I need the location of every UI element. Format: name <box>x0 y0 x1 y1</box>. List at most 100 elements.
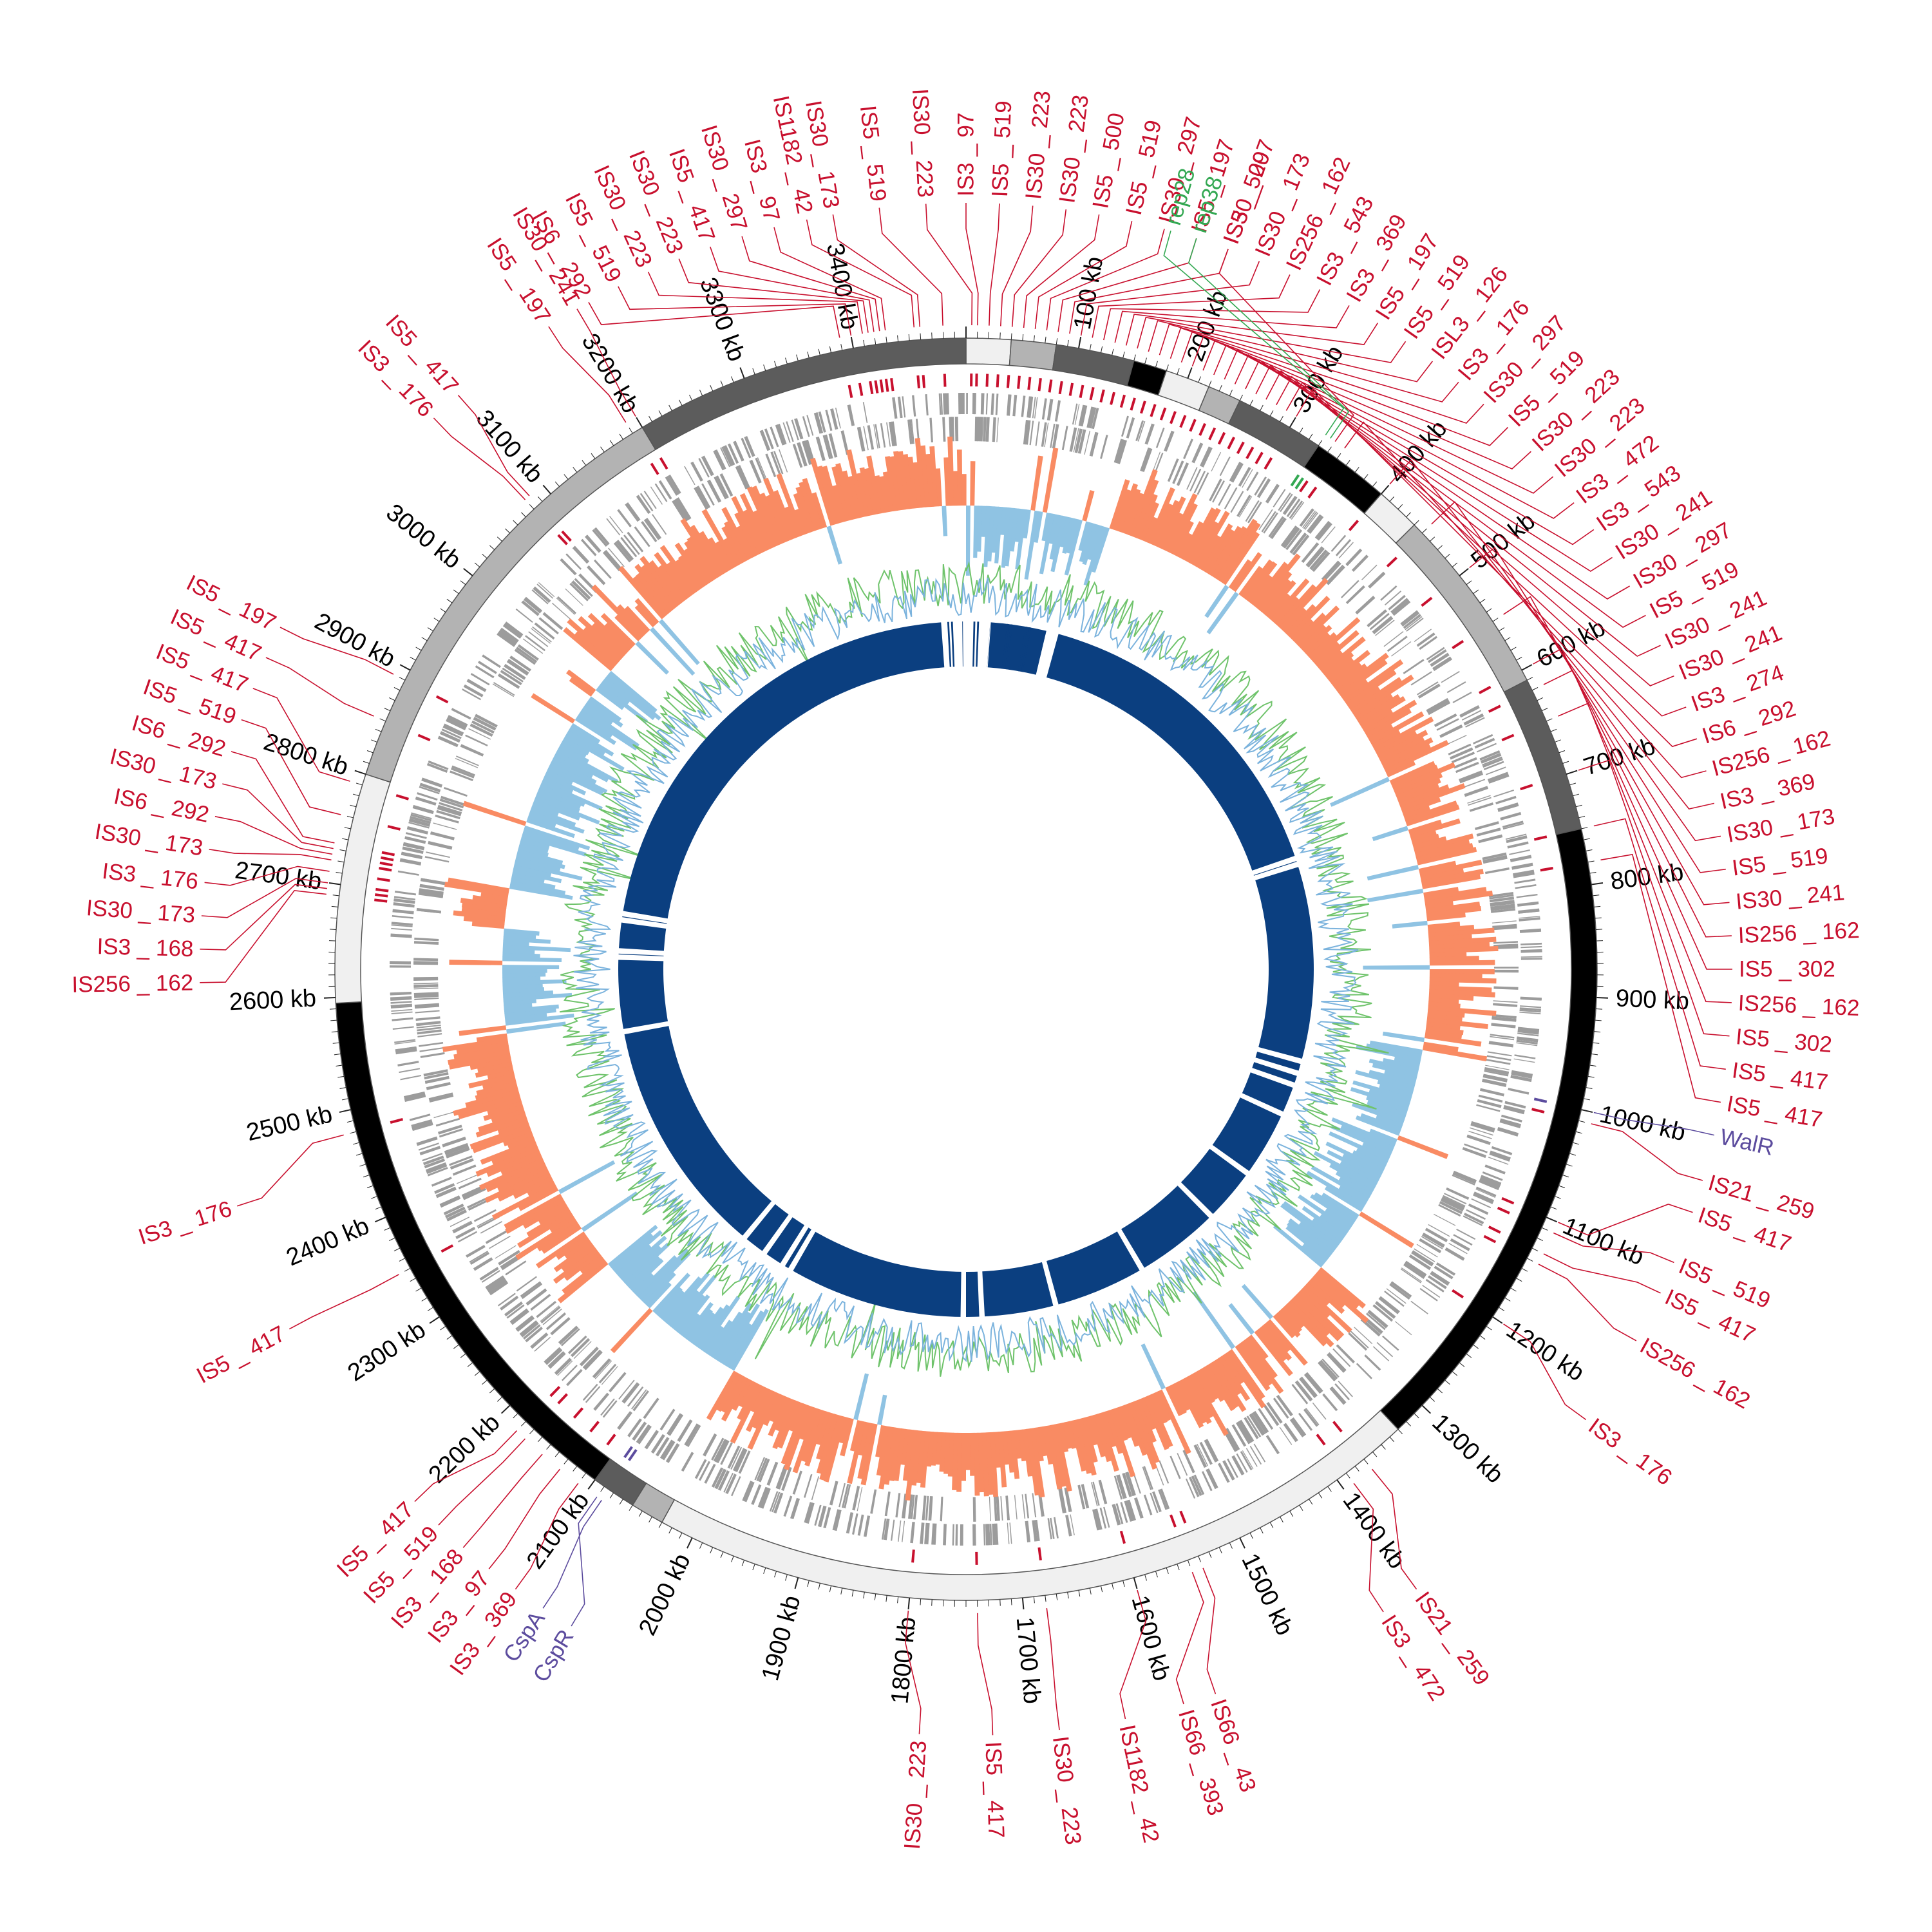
annotation-marker <box>1068 383 1074 396</box>
annotation-leader-line <box>1543 669 1732 970</box>
gene-feature <box>531 589 549 605</box>
gc-skew-bar <box>1419 859 1482 878</box>
annotation-label: IS30 _ 223 <box>1054 93 1094 205</box>
gene-feature <box>1448 1242 1468 1255</box>
gene-feature <box>943 1524 945 1546</box>
gene-feature <box>802 416 810 437</box>
annotation-marker <box>627 1449 638 1461</box>
gene-feature <box>756 1457 767 1481</box>
gene-feature <box>627 1418 642 1437</box>
gene-feature <box>634 526 650 547</box>
gene-feature <box>768 1462 779 1486</box>
gc-skew-bar <box>1302 1285 1352 1334</box>
annotation-marker <box>916 375 920 389</box>
position-tick-label: 1200 kb <box>1501 1316 1589 1387</box>
gc-skew-bar <box>706 1320 733 1356</box>
gc-skew-bar <box>514 860 583 881</box>
gc-skew-bar <box>1327 1150 1381 1180</box>
position-tick <box>1078 1590 1081 1597</box>
gene-feature <box>580 1347 598 1366</box>
gc-skew-bar <box>503 992 573 1002</box>
gene-feature <box>463 684 484 697</box>
gc-skew-bar <box>449 1053 511 1070</box>
gc-skew-bar <box>882 471 894 512</box>
gc-skew-bar <box>1355 1070 1416 1090</box>
gc-skew-bar <box>536 1221 580 1252</box>
gene-feature <box>1206 1469 1217 1490</box>
gc-skew-bar <box>1184 507 1217 562</box>
annotation-marker <box>377 877 390 882</box>
position-tick <box>332 895 339 896</box>
gene-feature <box>652 514 667 535</box>
annotation-marker <box>1227 437 1236 450</box>
gc-skew-bar <box>1050 515 1067 573</box>
position-tick <box>521 1421 526 1426</box>
gc-skew-bar <box>519 840 549 853</box>
gc-skew-bar <box>1238 565 1263 597</box>
gc-skew-bar <box>624 605 650 633</box>
gc-skew-bar <box>1132 1400 1160 1463</box>
gc-skew-bar <box>1377 1079 1414 1094</box>
gene-feature <box>1034 397 1038 419</box>
gc-skew-bar <box>1351 1102 1405 1124</box>
gene-feature <box>1305 1408 1320 1426</box>
gc-skew-bar <box>1429 960 1495 966</box>
gc-skew-bar <box>595 687 625 710</box>
position-tick <box>371 1196 377 1199</box>
gc-skew-bar <box>1000 507 1007 535</box>
gene-feature <box>444 723 464 735</box>
gene-feature <box>500 627 519 642</box>
gene-feature <box>540 1306 561 1323</box>
position-tick-label: 2500 kb <box>244 1101 335 1146</box>
gc-skew-bar <box>913 462 922 508</box>
gc-skew-bar <box>640 1251 691 1303</box>
annotation-label: IS5 _ 302 <box>1735 1024 1833 1057</box>
gene-feature <box>439 732 460 743</box>
gene-feature <box>1229 462 1241 482</box>
gene-feature <box>992 1523 996 1546</box>
position-tick <box>460 1353 466 1358</box>
annotation-marker <box>1037 378 1042 392</box>
gene-feature <box>1441 1196 1465 1209</box>
annotation-marker <box>1488 1226 1501 1234</box>
position-tick <box>840 344 843 351</box>
gene-feature <box>1479 1179 1500 1191</box>
gc-skew-bar <box>1305 632 1331 657</box>
gc-skew-bar <box>1248 574 1273 605</box>
annotation-leader-line <box>1023 214 1100 328</box>
position-tick <box>785 1574 788 1581</box>
gene-feature <box>1289 500 1303 519</box>
position-tick <box>1586 849 1593 851</box>
gene-feature <box>1510 1075 1532 1083</box>
gc-skew-bar <box>1257 1327 1287 1362</box>
gene-feature <box>975 417 979 442</box>
gc-skew-bar <box>1078 521 1091 551</box>
gc-skew-bar <box>1318 650 1343 672</box>
gene-feature <box>1491 1146 1513 1155</box>
annotation-leader-line <box>214 816 333 855</box>
position-tick-label: 1900 kb <box>757 1593 806 1684</box>
gene-feature <box>1201 1471 1213 1492</box>
gc-skew-bar <box>1280 1203 1339 1249</box>
annotation-marker <box>1348 520 1359 531</box>
gene-feature <box>1144 423 1155 445</box>
gene-feature <box>500 1295 519 1311</box>
annotation-marker <box>374 898 388 903</box>
gc-skew-bar <box>654 552 691 599</box>
gene-feature <box>522 1324 541 1340</box>
annotation-leader-line <box>1137 316 1406 363</box>
gc-skew-bar <box>1211 1360 1247 1412</box>
gene-feature <box>1475 1188 1496 1198</box>
gene-feature <box>777 424 787 445</box>
gene-feature <box>533 587 551 603</box>
gene-feature <box>428 1092 453 1100</box>
gc-skew-bar <box>1299 1288 1331 1318</box>
gene-feature <box>989 1524 992 1546</box>
annotation-leader-line <box>1202 1567 1217 1694</box>
position-tick <box>829 346 832 353</box>
gene-feature <box>797 442 806 467</box>
gc-skew-bar <box>715 541 735 570</box>
position-tick <box>1581 1109 1593 1113</box>
annotation-marker <box>1501 1197 1515 1205</box>
annotation-label: IS256 _ 162 <box>71 970 193 997</box>
